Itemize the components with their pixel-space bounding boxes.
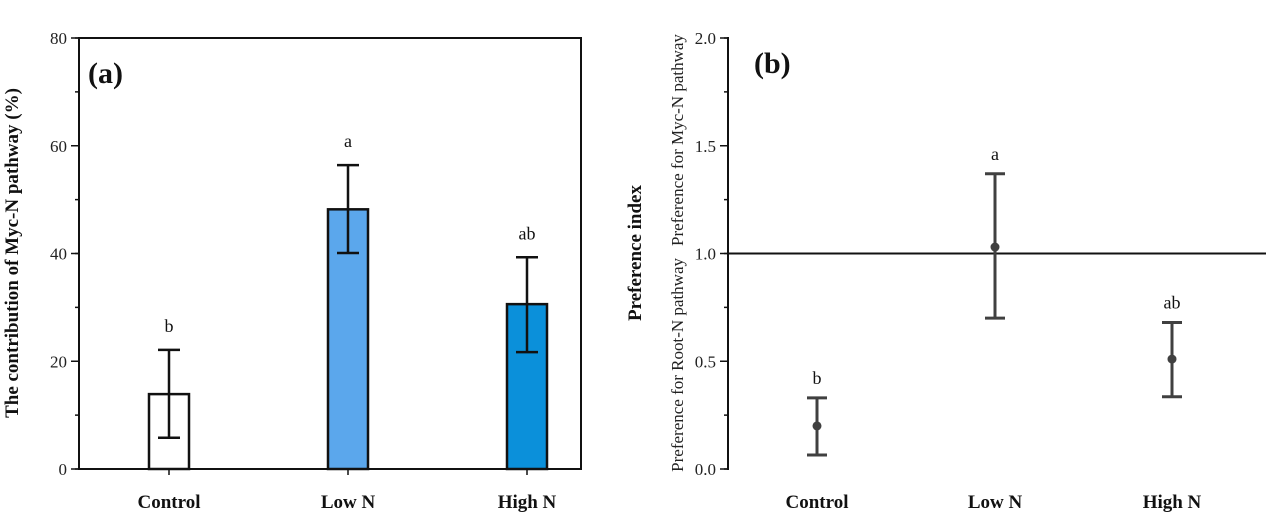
y-tick-label-b: 0.5 <box>695 352 716 371</box>
bars-a: b a ab <box>147 131 549 471</box>
point-low-n <box>990 242 1000 252</box>
y-tick-label-a: 80 <box>50 29 67 48</box>
bar-low-n <box>326 208 370 471</box>
point-control <box>812 421 822 431</box>
significance-label-b: b <box>813 368 822 388</box>
x-axis-labels-b: Control Low N High N <box>786 492 1202 513</box>
points-b: b a ab <box>807 144 1182 457</box>
y-tick-label-a: 60 <box>50 137 67 156</box>
y-tick-label-b: 1.5 <box>695 137 716 156</box>
significance-label-a: a <box>344 131 352 151</box>
y-tick-label-a: 20 <box>50 352 67 371</box>
y-axis-subtitle-lower-b: Preference for Root-N pathway <box>668 258 687 472</box>
x-axis-ticks-a: Control Low N High N <box>138 469 557 513</box>
y-tick-label-b: 1.0 <box>695 245 716 264</box>
x-tick-label-b: High N <box>1143 492 1202 513</box>
y-tick-label-b: 0.0 <box>695 460 716 479</box>
y-tick-label-b: 2.0 <box>695 29 716 48</box>
y-axis-subtitle-upper-b: Preference for Myc-N pathway <box>668 34 687 246</box>
y-tick-label-a: 0 <box>59 460 68 479</box>
x-tick-label-a: High N <box>498 492 557 513</box>
x-tick-label-b: Control <box>786 492 849 513</box>
x-tick-label-a: Low N <box>321 492 376 513</box>
y-axis-title-b: Preference index <box>625 185 646 321</box>
significance-label-b: ab <box>1164 292 1181 312</box>
panel-a: 0 20 40 60 80 b a ab Control Low N High N (a) Th… <box>2 29 582 513</box>
y-axis-title-a: The contribution of Myc-N pathway (%) <box>2 88 23 418</box>
significance-label-a: ab <box>519 223 536 243</box>
significance-label-a: b <box>165 316 174 336</box>
y-tick-label-a: 40 <box>50 245 67 264</box>
point-high-n <box>1167 354 1177 364</box>
y-axis-ticks-b: 0.0 0.5 1.0 1.5 2.0 <box>695 29 728 479</box>
panel-label-a: (a) <box>88 57 123 90</box>
y-axis-ticks-a: 0 20 40 60 80 <box>50 29 79 479</box>
x-tick-label-a: Control <box>138 492 201 513</box>
significance-label-b: a <box>991 144 999 164</box>
panel-label-b: (b) <box>754 47 791 80</box>
x-tick-label-b: Low N <box>968 492 1023 513</box>
